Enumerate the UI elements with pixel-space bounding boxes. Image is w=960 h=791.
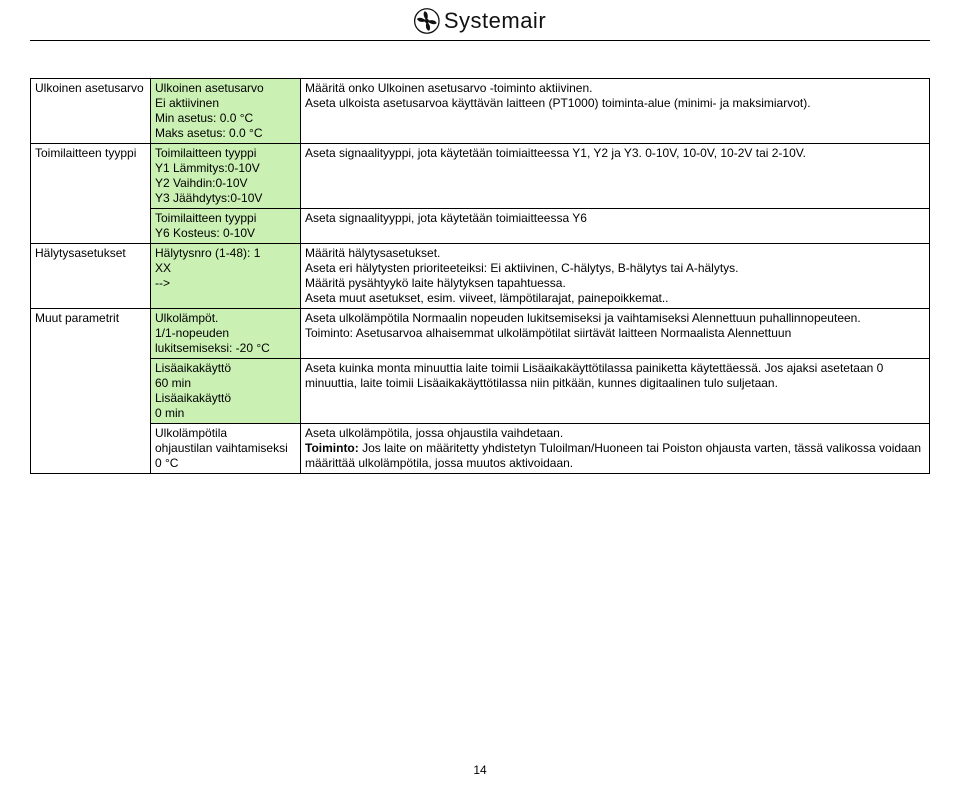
table-row: Toimilaitteen tyyppiToimilaitteen tyyppi… bbox=[31, 144, 930, 209]
table-row: Lisäaikakäyttö60 minLisäaikakäyttö0 minA… bbox=[31, 359, 930, 424]
settings-table: Ulkoinen asetusarvoUlkoinen asetusarvoEi… bbox=[30, 78, 930, 474]
param-category: Hälytysasetukset bbox=[31, 244, 151, 309]
param-setting: Lisäaikakäyttö60 minLisäaikakäyttö0 min bbox=[151, 359, 301, 424]
param-description: Määritä onko Ulkoinen asetusarvo -toimin… bbox=[301, 79, 930, 144]
table-row: Ulkoinen asetusarvoUlkoinen asetusarvoEi… bbox=[31, 79, 930, 144]
param-category: Ulkoinen asetusarvo bbox=[31, 79, 151, 144]
page-number: 14 bbox=[473, 763, 486, 777]
param-setting: Ulkoinen asetusarvoEi aktiivinenMin aset… bbox=[151, 79, 301, 144]
param-category: Muut parametrit bbox=[31, 309, 151, 474]
table-row: Ulkolämpötilaohjaustilan vaihtamiseksi 0… bbox=[31, 424, 930, 474]
param-setting: Hälytysnro (1-48): 1XX --> bbox=[151, 244, 301, 309]
header-divider bbox=[30, 40, 930, 41]
param-description: Aseta signaalityyppi, jota käytetään toi… bbox=[301, 144, 930, 209]
param-setting: Toimilaitteen tyyppiY6 Kosteus: 0-10V bbox=[151, 209, 301, 244]
table-row: HälytysasetuksetHälytysnro (1-48): 1XX -… bbox=[31, 244, 930, 309]
param-category: Toimilaitteen tyyppi bbox=[31, 144, 151, 244]
param-description: Aseta ulkolämpötila Normaalin nopeuden l… bbox=[301, 309, 930, 359]
param-setting: Ulkolämpöt.1/1-nopeudenlukitsemiseksi: -… bbox=[151, 309, 301, 359]
brand-logo: Systemair bbox=[414, 8, 546, 34]
fan-icon bbox=[414, 8, 440, 34]
param-description: Aseta kuinka monta minuuttia laite toimi… bbox=[301, 359, 930, 424]
param-description: Aseta signaalityyppi, jota käytetään toi… bbox=[301, 209, 930, 244]
brand-text: Systemair bbox=[444, 8, 546, 34]
table-row: Muut parametritUlkolämpöt.1/1-nopeudenlu… bbox=[31, 309, 930, 359]
param-description: Aseta ulkolämpötila, jossa ohjaustila va… bbox=[301, 424, 930, 474]
param-description: Määritä hälytysasetukset.Aseta eri hälyt… bbox=[301, 244, 930, 309]
table-row: Toimilaitteen tyyppiY6 Kosteus: 0-10VAse… bbox=[31, 209, 930, 244]
param-setting: Toimilaitteen tyyppiY1 Lämmitys:0-10VY2 … bbox=[151, 144, 301, 209]
param-setting: Ulkolämpötilaohjaustilan vaihtamiseksi 0… bbox=[151, 424, 301, 474]
